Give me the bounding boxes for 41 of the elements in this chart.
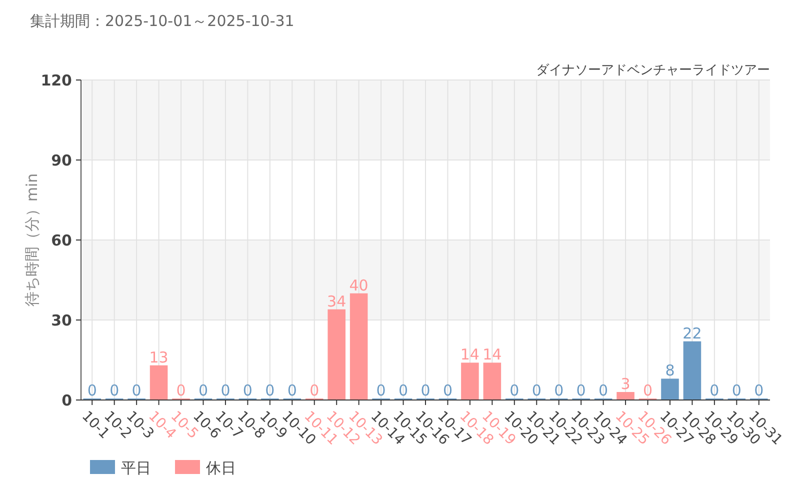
data-label: 0 (176, 382, 186, 400)
data-label: 0 (532, 382, 542, 400)
data-label: 14 (460, 346, 480, 364)
data-label: 0 (732, 382, 742, 400)
data-label: 0 (376, 382, 386, 400)
legend-label: 休日 (206, 459, 236, 477)
data-label: 40 (349, 276, 368, 294)
data-label: 0 (642, 382, 653, 400)
data-label: 34 (327, 292, 346, 310)
data-label: 0 (710, 382, 720, 400)
y-tick-label: 90 (51, 152, 72, 170)
data-label: 3 (620, 375, 630, 393)
data-label: 0 (132, 382, 142, 400)
data-label: 14 (482, 346, 502, 364)
y-tick-label: 30 (51, 312, 72, 330)
data-label: 0 (398, 382, 408, 400)
y-axis-title: 待ち時間（分）min (23, 173, 41, 307)
data-label: 22 (682, 324, 702, 342)
data-label: 13 (149, 348, 168, 366)
data-label: 0 (442, 382, 452, 400)
data-label: 0 (198, 382, 208, 400)
data-label: 0 (598, 382, 608, 400)
data-label: 0 (242, 382, 252, 400)
chart-subtitle: ダイナソーアドベンチャーライドツアー (536, 63, 770, 78)
chart-title: 集計期間：2025-10-01～2025-10-31 (30, 12, 294, 30)
data-label: 0 (510, 382, 520, 400)
legend-label: 平日 (121, 459, 151, 477)
data-label: 0 (576, 382, 586, 400)
data-label: 0 (220, 382, 230, 400)
data-label: 0 (310, 382, 320, 400)
y-tick-label: 0 (62, 392, 72, 410)
y-tick-label: 60 (51, 232, 72, 250)
data-label: 0 (420, 382, 430, 400)
data-label: 0 (287, 382, 297, 400)
data-label: 0 (554, 382, 564, 400)
data-label: 8 (665, 362, 675, 380)
data-label: 0 (754, 382, 764, 400)
data-label: 0 (87, 382, 97, 400)
data-label: 0 (110, 382, 120, 400)
data-label: 0 (265, 382, 275, 400)
y-tick-label: 120 (40, 72, 72, 90)
